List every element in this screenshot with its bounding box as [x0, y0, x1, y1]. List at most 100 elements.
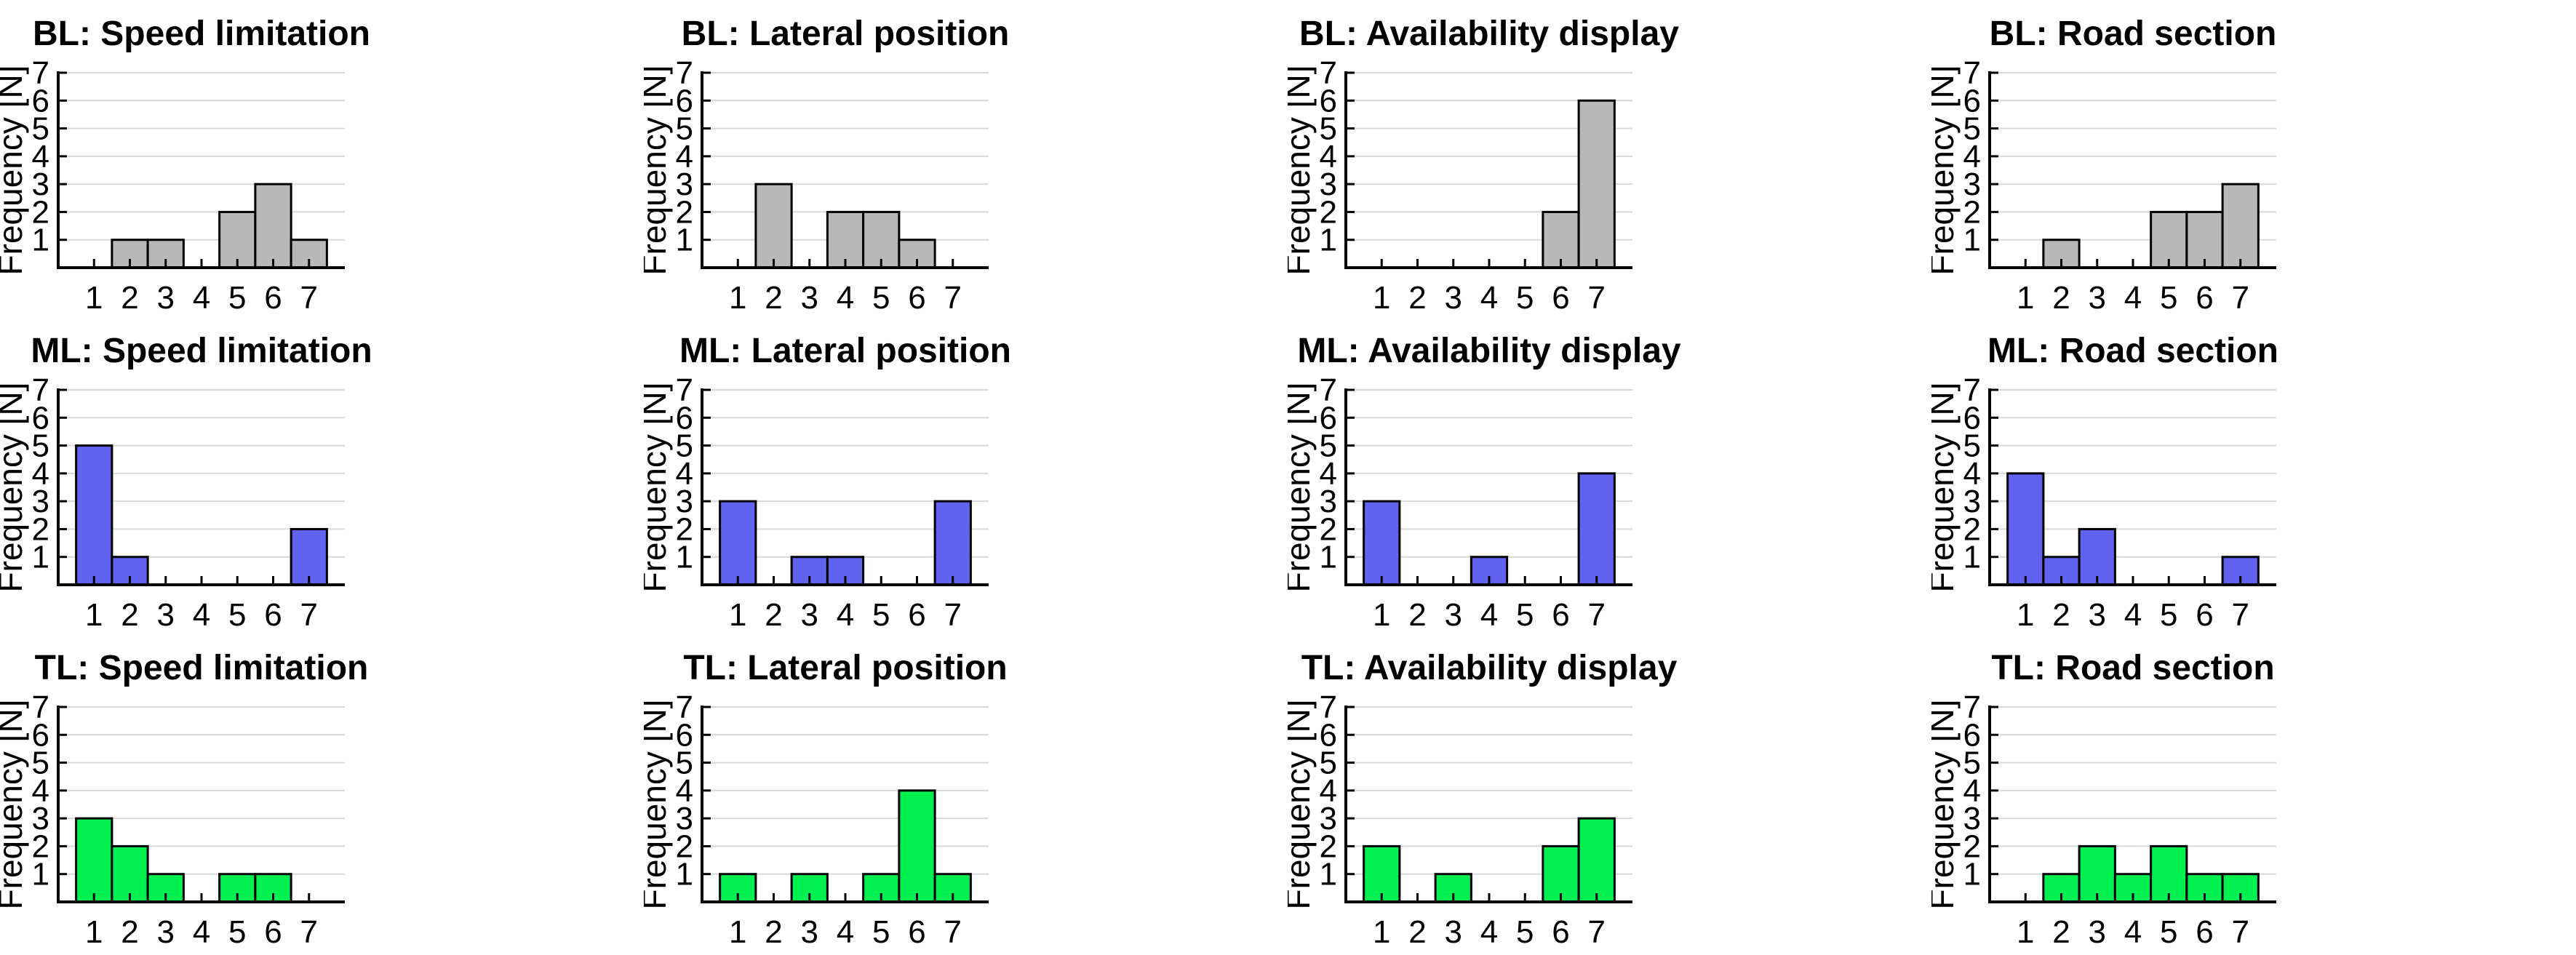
x-tick-label-4: 4 — [837, 280, 854, 316]
x-tick-label-7: 7 — [944, 914, 962, 950]
subplot-tl-lateral-position: 1 2 3 4 5 6 7 1 2 3 4 5 6 7 Frequency [N] TL: Lateral p… — [635, 634, 1288, 951]
x-tick-label-3: 3 — [2089, 280, 2106, 316]
y-tick-label-5: 5 — [32, 111, 49, 147]
histogram-bar-x6 — [898, 789, 936, 903]
y-tick-label-2: 2 — [32, 828, 49, 864]
y-tick-label-4: 4 — [1320, 139, 1337, 175]
y-axis-label: Frequency [N] — [0, 65, 29, 276]
histogram-bar-x7 — [1577, 472, 1616, 586]
x-tick-label-1: 1 — [729, 914, 746, 950]
x-tick-label-5: 5 — [2160, 597, 2177, 633]
y-tick-label-1: 1 — [1963, 540, 1981, 575]
subplot-title: ML: Lateral position — [679, 332, 1011, 370]
y-tick-label-5: 5 — [1963, 746, 1981, 781]
histogram-bar-x7 — [1577, 99, 1616, 269]
y-tick-label-2: 2 — [1320, 511, 1337, 547]
x-tick-label-3: 3 — [157, 597, 175, 633]
y-tick-label-2: 2 — [1963, 194, 1981, 230]
y-axis-label: Frequency [N] — [1931, 65, 1961, 276]
y-axis-label: Frequency [N] — [0, 700, 29, 910]
y-tick-label-1: 1 — [1963, 223, 1981, 258]
x-tick-label-7: 7 — [1588, 597, 1606, 633]
y-tick-label-7: 7 — [1963, 55, 1981, 91]
y-tick-label-7: 7 — [32, 372, 49, 408]
y-tick-label-7: 7 — [676, 690, 693, 725]
histogram-bar-x7 — [1577, 817, 1616, 903]
y-tick-label-1: 1 — [32, 857, 49, 892]
y-tick-label-6: 6 — [32, 717, 49, 753]
y-tick-label-2: 2 — [32, 194, 49, 230]
x-tick-label-5: 5 — [228, 597, 246, 633]
y-tick-label-7: 7 — [32, 690, 49, 725]
x-tick-label-2: 2 — [765, 597, 782, 633]
y-tick-label-5: 5 — [676, 428, 693, 464]
x-tick-label-2: 2 — [1408, 280, 1426, 316]
y-tick-label-1: 1 — [1963, 857, 1981, 892]
y-axis-label: Frequency [N] — [1288, 700, 1317, 910]
subplot-title: TL: Speed limitation — [35, 649, 369, 687]
x-tick-label-7: 7 — [300, 597, 318, 633]
x-tick-label-7: 7 — [2232, 914, 2249, 950]
x-tick-label-2: 2 — [2052, 597, 2070, 633]
histogram-bar-x5 — [218, 210, 257, 269]
x-tick-label-3: 3 — [801, 280, 818, 316]
x-tick-label-5: 5 — [228, 280, 246, 316]
x-tick-label-3: 3 — [1445, 597, 1462, 633]
y-tick-label-4: 4 — [676, 139, 693, 175]
histogram-bar-x1 — [719, 500, 757, 586]
x-tick-label-4: 4 — [1480, 280, 1498, 316]
x-tick-label-6: 6 — [1552, 914, 1569, 950]
x-tick-label-4: 4 — [837, 914, 854, 950]
histogram-bar-x3 — [2078, 527, 2116, 586]
y-tick-label-6: 6 — [1320, 400, 1337, 436]
y-tick-label-3: 3 — [32, 484, 49, 519]
y-tick-label-7: 7 — [32, 55, 49, 91]
x-tick-label-2: 2 — [2052, 914, 2070, 950]
x-tick-label-1: 1 — [729, 597, 746, 633]
y-tick-label-1: 1 — [32, 223, 49, 258]
histogram-bar-x1 — [1363, 500, 1401, 586]
x-tick-label-6: 6 — [2196, 597, 2213, 633]
y-axis-label: Frequency [N] — [644, 383, 673, 593]
y-tick-label-7: 7 — [676, 55, 693, 91]
subplot-bl-speed-limitation: 1 2 3 4 5 6 7 1 2 3 4 5 6 7 Frequency [N] BL: Speed lim… — [0, 0, 644, 317]
x-tick-label-1: 1 — [1373, 597, 1390, 633]
y-tick-label-5: 5 — [32, 746, 49, 781]
histogram-bar-x3 — [2078, 844, 2116, 903]
y-tick-label-4: 4 — [32, 139, 49, 175]
y-tick-label-6: 6 — [676, 400, 693, 436]
y-tick-label-6: 6 — [32, 83, 49, 119]
y-tick-label-3: 3 — [1320, 484, 1337, 519]
y-tick-label-3: 3 — [32, 801, 49, 836]
x-tick-label-7: 7 — [1588, 280, 1606, 316]
y-tick-label-4: 4 — [1320, 456, 1337, 492]
x-tick-label-2: 2 — [1408, 914, 1426, 950]
histogram-bar-x1 — [75, 817, 113, 903]
subplot-title: ML: Speed limitation — [31, 332, 372, 370]
x-tick-label-2: 2 — [121, 597, 138, 633]
x-tick-label-6: 6 — [1552, 280, 1569, 316]
x-tick-label-6: 6 — [264, 914, 282, 950]
y-axis-label: Frequency [N] — [644, 65, 673, 276]
y-tick-label-2: 2 — [1963, 828, 1981, 864]
y-tick-label-7: 7 — [1963, 372, 1981, 408]
subplot-tl-availability-display: 1 2 3 4 5 6 7 1 2 3 4 5 6 7 Frequency [N] TL: Availabil… — [1279, 634, 1931, 951]
y-tick-label-1: 1 — [1320, 857, 1337, 892]
histogram-bar-x7 — [933, 500, 972, 586]
y-tick-label-6: 6 — [1963, 83, 1981, 119]
y-tick-label-4: 4 — [32, 456, 49, 492]
y-tick-label-7: 7 — [676, 372, 693, 408]
y-tick-label-2: 2 — [1320, 828, 1337, 864]
x-tick-label-5: 5 — [1516, 280, 1534, 316]
x-tick-label-2: 2 — [121, 914, 138, 950]
y-tick-label-7: 7 — [1963, 690, 1981, 725]
y-tick-label-1: 1 — [1320, 540, 1337, 575]
y-tick-label-6: 6 — [676, 717, 693, 753]
histogram-bar-x1 — [75, 444, 113, 586]
subplot-title: ML: Road section — [1987, 332, 2278, 370]
subplot-title: BL: Lateral position — [682, 15, 1010, 53]
